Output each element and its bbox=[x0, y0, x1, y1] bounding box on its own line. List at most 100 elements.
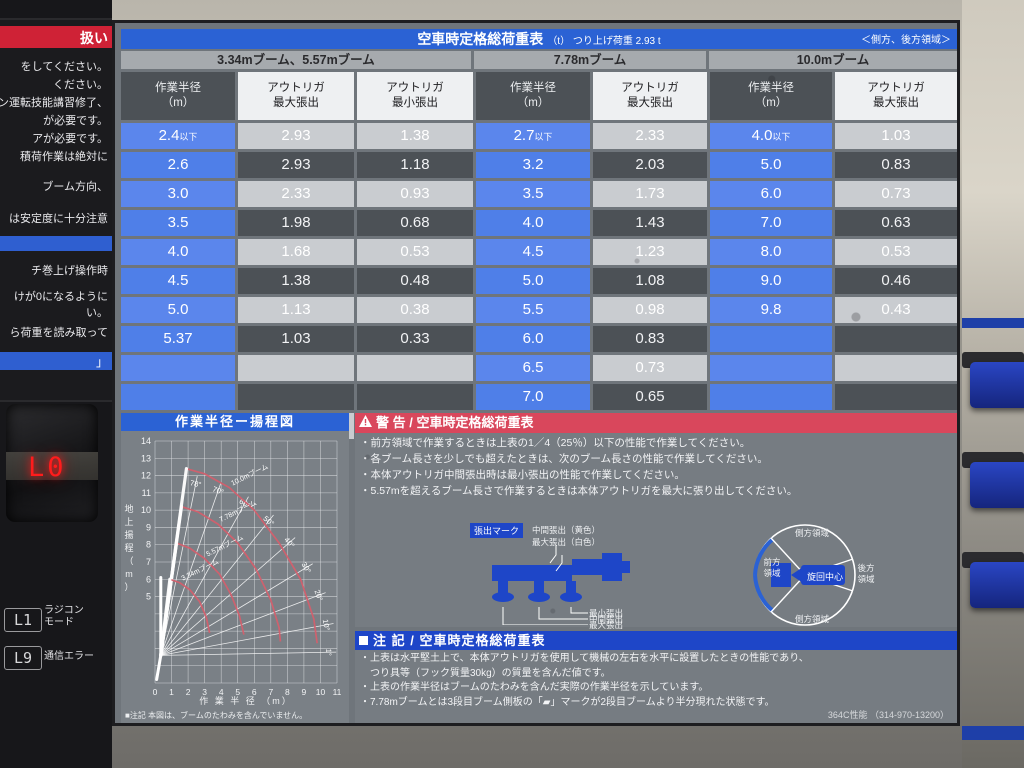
col-header-outrigger-max-3-l2: 最大張出 bbox=[873, 97, 919, 109]
swing-area-diagram: 前方領域 後方領域 側方領域 側方領域 旋回中心 bbox=[715, 521, 895, 629]
group-header-boom-334-557: 3.34mブーム、5.57mブーム bbox=[121, 51, 471, 69]
outrigger-svg bbox=[492, 545, 630, 625]
table-cell-g bbox=[835, 384, 957, 410]
table-cell-a: 5.37 bbox=[121, 326, 235, 352]
swing-side-bottom-label: 側方領域 bbox=[795, 614, 830, 624]
table-row: 4.0 1.68 0.53 4.5 1.23 8.0 0.53 bbox=[121, 239, 957, 265]
chart-ytick: 5 bbox=[146, 592, 151, 602]
table-cell-e: 0.65 bbox=[593, 384, 707, 410]
chart-xtick: 2 bbox=[186, 687, 191, 697]
chart-ytick: 8 bbox=[146, 540, 151, 550]
left-text-line: ら荷重を読み取って bbox=[9, 327, 108, 339]
table-row: 2.4以下 2.93 1.38 2.7以下 2.33 4.0以下 1.03 bbox=[121, 123, 957, 149]
chart-angle-label: 50° bbox=[262, 514, 276, 528]
col-header-radius-3-l1: 作業半径 bbox=[748, 82, 794, 94]
col-header-outrigger-max-1-l1: アウトリガ bbox=[267, 82, 325, 94]
table-cell-a: 2.4以下 bbox=[121, 123, 235, 149]
col-header-radius-2-l1: 作業半径 bbox=[510, 82, 556, 94]
swing-rear-label: 後方領域 bbox=[857, 563, 875, 584]
table-cell-d: 3.5 bbox=[476, 181, 590, 207]
table-cell-g: 0.83 bbox=[835, 152, 957, 178]
table-cell-d: 3.2 bbox=[476, 152, 590, 178]
col-header-outrigger-min-1-l1: アウトリガ bbox=[386, 82, 444, 94]
chart-ytick: 9 bbox=[146, 522, 151, 532]
chart-xtick: 4 bbox=[219, 687, 224, 697]
left-red-header-text: 扱い bbox=[80, 30, 108, 46]
table-cell-b: 1.38 bbox=[238, 268, 354, 294]
table-cell-c bbox=[357, 355, 473, 381]
warning-triangle-icon bbox=[359, 413, 372, 433]
left-text-line: は安定度に十分注意 bbox=[9, 213, 108, 225]
table-cell-f: 8.0 bbox=[710, 239, 832, 265]
col-header-radius-1-l2: （m） bbox=[161, 97, 195, 109]
table-cell-e: 1.43 bbox=[593, 210, 707, 236]
led-display-window bbox=[6, 452, 98, 480]
chart-ylabel: 地上揚程（m） bbox=[124, 504, 134, 592]
left-text-line: 積荷作業は絶対に bbox=[20, 151, 108, 163]
chart-ytick: 12 bbox=[141, 471, 151, 481]
outrigger-bottom-label-1: 最小張出 bbox=[589, 608, 624, 618]
note-item: ・上表は水平堅土上で、本体アウトリガを使用して機械の左右を水平に設置したときの性… bbox=[360, 653, 809, 664]
warning-header-text: 警 告 / 空車時定格総荷重表 bbox=[376, 415, 534, 430]
table-row: 5.0 1.13 0.38 5.5 0.98 9.8 0.43 bbox=[121, 297, 957, 323]
left-text-line: ブーム方向、 bbox=[42, 181, 108, 193]
outrigger-mark-diagram: 張出マーク 中間張出（黄色） 最大張出（白色） 最小張出 中間張出 bbox=[470, 523, 660, 630]
col-header-radius-2: 作業半径 （m） bbox=[476, 72, 590, 120]
table-cell-b: 2.93 bbox=[238, 123, 354, 149]
swing-center-label: 旋回中心 bbox=[807, 572, 844, 582]
chart-footnote: ■注記 本図は、ブームのたわみを含んでいません。 bbox=[125, 711, 308, 720]
note-items: ・上表は水平堅土上で、本体アウトリガを使用して機械の左右を水平に設置したときの性… bbox=[355, 650, 957, 709]
chart-curve-3.34 bbox=[169, 578, 211, 634]
table-cell-d: 6.0 bbox=[476, 326, 590, 352]
chart-angle-label: 1° bbox=[324, 649, 333, 656]
chart-angle-label: 10° bbox=[321, 619, 332, 632]
table-cell-d: 7.0 bbox=[476, 384, 590, 410]
table-row: 4.5 1.38 0.48 5.0 1.08 9.0 0.46 bbox=[121, 268, 957, 294]
table-cell-e: 1.73 bbox=[593, 181, 707, 207]
error-code-l9: L9 bbox=[4, 646, 42, 670]
table-cell-e: 1.23 bbox=[593, 239, 707, 265]
note-item: つり具等（フック質量30kg）の質量を含んだ値です。 bbox=[360, 667, 611, 679]
table-row: 3.0 2.33 0.93 3.5 1.73 6.0 0.73 bbox=[121, 181, 957, 207]
table-row: 7.0 0.65 bbox=[121, 384, 957, 410]
error-code-l1-label-line1: ラジコン bbox=[44, 605, 84, 616]
table-cell-b: 1.98 bbox=[238, 210, 354, 236]
table-cell-e: 1.08 bbox=[593, 268, 707, 294]
error-code-l1: L1 bbox=[4, 608, 42, 632]
table-header-row: 作業半径 （m） アウトリガ 最大張出 アウトリガ 最小張出 作業半径 （m） … bbox=[121, 72, 957, 120]
chart-angle-label: 30° bbox=[300, 561, 313, 575]
chart-xtick: 1 bbox=[169, 687, 174, 697]
table-cell-g: 0.43 bbox=[835, 297, 957, 323]
table-cell-f: 5.0 bbox=[710, 152, 832, 178]
table-cell-c bbox=[357, 384, 473, 410]
chart-xtick: 10 bbox=[316, 687, 326, 697]
radius-height-chart-panel: 作業半径ー揚程図 地上揚程（m） 0 1 2 3 4 5 6 7 8 9 10 11 5 6 7 8 9 10 11… bbox=[121, 413, 349, 723]
col-header-radius-3-l2: （m） bbox=[754, 97, 788, 109]
table-cell-e: 0.73 bbox=[593, 355, 707, 381]
chart-curve-10 bbox=[186, 467, 318, 644]
col-header-radius-2-l2: （m） bbox=[516, 97, 550, 109]
cell-suffix: 以下 bbox=[179, 132, 198, 142]
table-cell-a: 3.5 bbox=[121, 210, 235, 236]
group-header-boom-778: 7.78mブーム bbox=[474, 51, 706, 69]
chart-series-label: 10.0mブーム bbox=[229, 462, 269, 488]
swing-front-label: 前方領域 bbox=[763, 557, 781, 578]
chart-ytick: 13 bbox=[141, 453, 151, 463]
outrigger-top-label-2: 最大張出（白色） bbox=[532, 537, 601, 547]
table-cell-d: 5.5 bbox=[476, 297, 590, 323]
warning-items: ・前方領域で作業するときは上表の1／4（25％）以下の性能で作業してください。 … bbox=[355, 433, 957, 498]
table-cell-e: 0.98 bbox=[593, 297, 707, 323]
left-text-line: をしてください。 bbox=[20, 61, 108, 73]
table-cell-c: 0.48 bbox=[357, 268, 473, 294]
chart-xtick: 11 bbox=[333, 687, 342, 697]
table-cell-b bbox=[238, 355, 354, 381]
table-cell-b bbox=[238, 384, 354, 410]
chart-xtick: 7 bbox=[268, 687, 273, 697]
table-cell-g: 1.03 bbox=[835, 123, 957, 149]
table-cell-c: 0.68 bbox=[357, 210, 473, 236]
table-cell-d: 4.0 bbox=[476, 210, 590, 236]
table-cell-d: 5.0 bbox=[476, 268, 590, 294]
col-header-outrigger-max-3: アウトリガ 最大張出 bbox=[835, 72, 957, 120]
swing-svg bbox=[753, 524, 856, 626]
left-control-panel: 扱い をしてください。 ください。 ン運転技能講習修了、 が必要です。 アが必要… bbox=[0, 0, 112, 768]
